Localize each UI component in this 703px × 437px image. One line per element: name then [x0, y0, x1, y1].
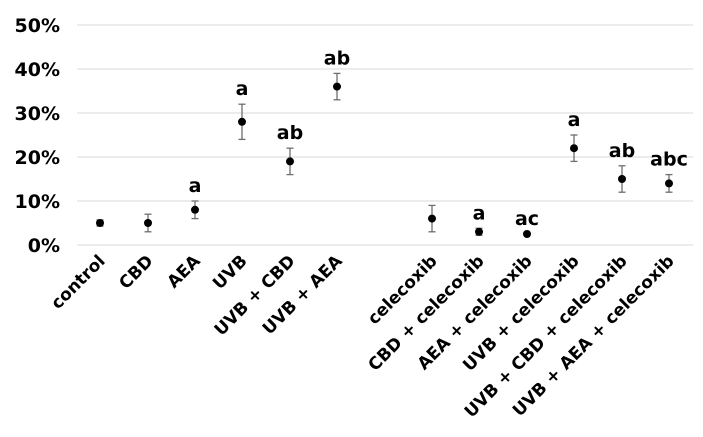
data-point	[523, 230, 531, 238]
data-point	[570, 144, 578, 153]
data-point	[96, 219, 104, 227]
y-tick-label: 0%	[28, 235, 60, 257]
data-point	[475, 227, 483, 236]
y-axis-tick-labels: 0% 10% 20% 30% 40% 50%	[15, 15, 60, 257]
significance-label: ab	[324, 47, 350, 69]
data-points	[96, 82, 673, 238]
x-tick-label: control	[47, 251, 109, 313]
x-tick-label: AEA	[164, 251, 206, 293]
significance-label: a	[568, 109, 581, 131]
y-tick-label: 30%	[15, 103, 60, 125]
data-point	[665, 179, 673, 188]
y-tick-label: 20%	[15, 147, 60, 169]
x-tick-label: UVB	[209, 251, 251, 293]
data-point	[286, 157, 294, 166]
significance-label: a	[236, 78, 249, 100]
data-point	[618, 175, 626, 183]
significance-label: a	[189, 175, 202, 197]
y-tick-label: 10%	[15, 191, 60, 213]
significance-label: ab	[277, 122, 303, 144]
y-tick-label: 40%	[15, 59, 60, 81]
significance-label: ab	[609, 140, 635, 162]
x-tick-label: CBD	[115, 251, 157, 293]
significance-label: abc	[650, 149, 688, 171]
gridlines	[77, 24, 693, 246]
significance-label: ac	[515, 208, 539, 230]
data-point	[428, 214, 436, 223]
data-point	[144, 219, 152, 227]
data-point	[333, 82, 341, 91]
data-point	[238, 117, 246, 126]
significance-label: a	[473, 202, 486, 224]
y-tick-label: 50%	[15, 15, 60, 37]
data-point	[191, 205, 199, 214]
error-bars	[96, 72, 673, 236]
